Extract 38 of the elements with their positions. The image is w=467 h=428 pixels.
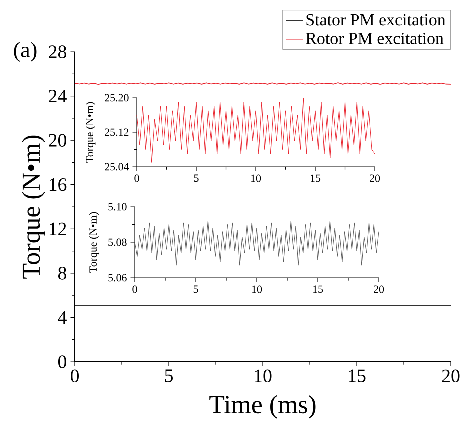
x-tick-label: 5: [165, 370, 173, 382]
y-axis-title: Torque (N•m): [89, 212, 100, 273]
legend-label: Stator PM excitation: [306, 14, 446, 26]
x-tick-label: 10: [252, 286, 262, 294]
y-tick-label: 16: [50, 178, 67, 192]
x-tick-label: 15: [349, 370, 366, 382]
y-tick-label: 24: [49, 90, 67, 103]
line-series: [134, 220, 380, 266]
y-tick-label: 0: [58, 356, 66, 368]
y-tick-label: 25.20: [105, 94, 129, 102]
x-tick-label: 10: [251, 174, 262, 182]
text: (a): [14, 42, 37, 62]
y-tick-label: 20: [49, 134, 66, 147]
x-tick-label: 10: [255, 370, 272, 383]
y-tick-label: 5.10: [108, 203, 127, 211]
legend-label: Rotor PM excitation: [306, 33, 444, 44]
y-tick-label: 8: [58, 267, 66, 280]
x-tick-label: 0: [134, 174, 140, 182]
y-tick-label: 28: [49, 46, 66, 58]
x-tick-label: 0: [132, 286, 138, 294]
line-series: [136, 98, 376, 163]
x-tick-label: 15: [313, 286, 324, 294]
y-tick-label: 25.04: [105, 163, 130, 171]
x-axis-title: Time (ms): [210, 395, 316, 419]
x-tick-label: 0: [70, 370, 80, 383]
y-tick-label: 25.12: [105, 128, 129, 136]
y-axis-title: Torque (N•m): [22, 136, 46, 279]
x-tick-label: 5: [194, 286, 198, 294]
y-tick-label: 5.08: [108, 238, 127, 246]
y-tick-label: 5.06: [108, 274, 127, 282]
x-tick-label: 20: [374, 286, 384, 294]
x-tick-label: 15: [310, 174, 321, 182]
y-axis-title: Torque (N•m): [86, 102, 96, 163]
x-tick-label: 5: [194, 174, 199, 182]
x-tick-label: 20: [442, 370, 460, 383]
y-tick-label: 12: [50, 222, 66, 236]
y-tick-label: 4: [58, 311, 67, 324]
x-tick-label: 20: [370, 174, 380, 182]
